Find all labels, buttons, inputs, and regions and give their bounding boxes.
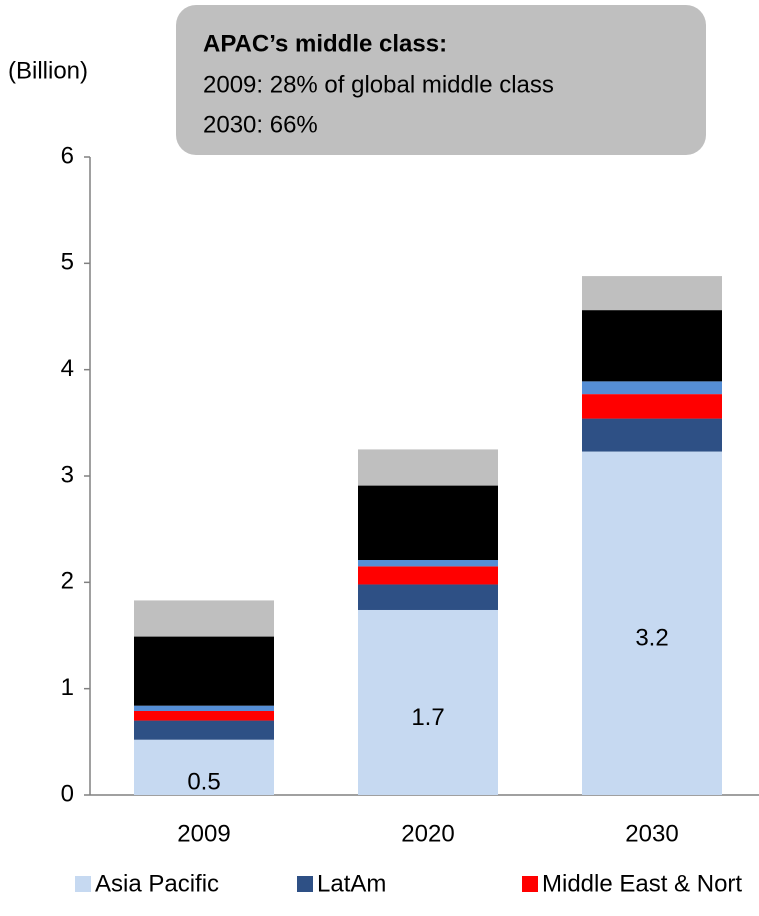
bar-segment: [358, 609, 498, 795]
y-tick-label: 5: [61, 249, 74, 276]
bar-segment: [358, 560, 498, 567]
bar-segment: [582, 394, 722, 419]
y-tick-label: 4: [61, 355, 74, 382]
legend-swatch: [522, 876, 538, 892]
bar-segment: [358, 485, 498, 561]
y-tick-label: 0: [61, 780, 74, 807]
bar-segment: [134, 710, 274, 721]
bar-segment: [582, 381, 722, 395]
bar-segment: [134, 720, 274, 740]
y-tick-label: 2: [61, 568, 74, 595]
legend-label: LatAm: [317, 870, 386, 897]
annotation-line: 2030: 66%: [203, 111, 318, 138]
value-label: 3.2: [635, 625, 668, 652]
y-tick-label: 6: [61, 142, 74, 169]
value-label: 0.5: [187, 769, 220, 796]
bar-segment: [134, 636, 274, 706]
y-tick-label: 3: [61, 461, 74, 488]
y-tick-label: 1: [61, 674, 74, 701]
legend-swatch: [297, 876, 313, 892]
annotation-line: 2009: 28% of global middle class: [203, 71, 554, 98]
x-tick-label: 2009: [177, 820, 230, 847]
bar-segment: [582, 276, 722, 311]
y-axis-label: (Billion): [8, 57, 88, 84]
value-label: 1.7: [411, 704, 444, 731]
bar-segment: [582, 310, 722, 382]
bar-segment: [582, 418, 722, 452]
legend-label: Asia Pacific: [95, 870, 219, 897]
bar-segment: [134, 600, 274, 637]
bar-segment: [358, 566, 498, 585]
bar-segment: [134, 739, 274, 795]
bar-segment: [358, 584, 498, 610]
legend-swatch: [75, 876, 91, 892]
annotation-box: [176, 5, 706, 155]
bar-segment: [134, 705, 274, 711]
legend-label: Middle East & Nort: [542, 870, 742, 897]
bar-segment: [358, 449, 498, 486]
x-tick-label: 2030: [625, 820, 678, 847]
x-tick-label: 2020: [401, 820, 454, 847]
annotation-title: APAC’s middle class:: [203, 30, 447, 57]
bar-segment: [582, 451, 722, 795]
